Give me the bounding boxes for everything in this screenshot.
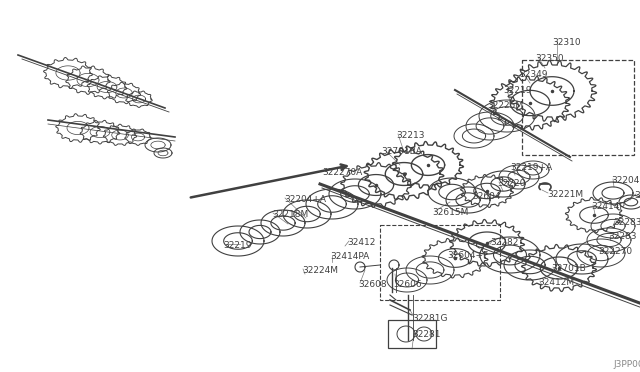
Text: 32219: 32219 [503,86,531,95]
Text: 32219+A: 32219+A [510,163,552,172]
Text: 32604+F: 32604+F [447,251,488,260]
Text: 32287: 32287 [634,191,640,200]
Text: 32283: 32283 [608,232,637,241]
Text: 32224M: 32224M [302,266,338,275]
Text: 32281G: 32281G [412,314,447,323]
Text: 32412: 32412 [347,238,376,247]
Text: 32414P: 32414P [591,202,625,211]
Text: 32350: 32350 [535,54,564,63]
Text: 32606: 32606 [393,280,422,289]
Text: 32221M: 32221M [547,190,583,199]
Text: 32281: 32281 [412,330,440,339]
Text: 32615M: 32615M [432,208,468,217]
Text: 32608: 32608 [358,280,387,289]
Text: 32220: 32220 [497,179,525,188]
Bar [380,225,500,300]
Text: 32283: 32283 [613,218,640,227]
Text: 32204: 32204 [611,176,639,185]
Text: 32604: 32604 [472,192,500,201]
Text: 32412M: 32412M [538,278,574,287]
Text: J3PP008: J3PP008 [613,360,640,369]
Text: 32701BA: 32701BA [381,147,422,156]
Text: 32282: 32282 [490,238,518,247]
Text: 32219: 32219 [223,241,252,250]
Text: 322270: 322270 [598,247,632,256]
Text: 32310: 32310 [552,38,580,47]
Text: 32414PA: 32414PA [330,252,369,261]
Text: 32225M: 32225M [487,101,523,110]
Text: 32213: 32213 [396,131,424,140]
Text: 32218M: 32218M [272,210,308,219]
Text: 322270A: 322270A [322,168,362,177]
Text: 32349: 32349 [519,70,547,79]
Bar [522,60,634,155]
Text: 32204+A: 32204+A [284,195,326,204]
Text: 32701B: 32701B [551,264,586,273]
